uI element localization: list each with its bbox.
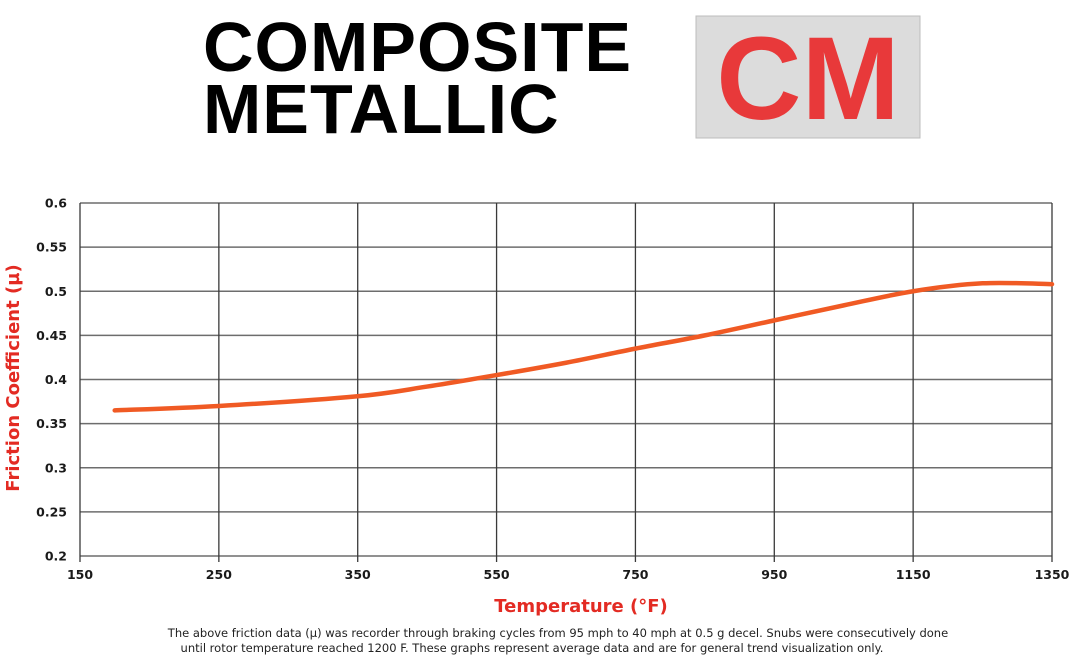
- y-tick-labels: 0.6 0.55 0.5 0.45 0.4 0.35 0.3 0.25 0.2: [36, 196, 67, 564]
- badge-text: CM: [716, 13, 900, 145]
- y-tick-label: 0.3: [45, 460, 67, 475]
- x-tick-label: 1350: [1035, 567, 1070, 582]
- y-tick-label: 0.45: [36, 328, 67, 343]
- x-tick-label: 750: [622, 567, 648, 582]
- grid: [79, 202, 1053, 562]
- x-tick-label: 1150: [896, 567, 931, 582]
- y-tick-label: 0.6: [45, 196, 67, 211]
- x-tick-label: 550: [484, 567, 510, 582]
- title-line-1: COMPOSITE: [203, 8, 632, 86]
- footnote-line-1: The above friction data (µ) was recorder…: [167, 626, 948, 640]
- title-line-2: METALLIC: [203, 70, 560, 148]
- x-tick-label: 950: [761, 567, 787, 582]
- y-tick-label: 0.35: [36, 416, 67, 431]
- x-tick-label: 250: [206, 567, 232, 582]
- cm-badge: CM: [695, 13, 921, 145]
- y-tick-label: 0.4: [45, 372, 67, 387]
- y-tick-label: 0.25: [36, 504, 67, 519]
- x-tick-label: 150: [67, 567, 93, 582]
- friction-curve: [112, 280, 1055, 413]
- x-tick-label: 350: [345, 567, 371, 582]
- y-tick-label: 0.55: [36, 240, 67, 255]
- y-axis-label: Friction Coefficient (µ): [3, 264, 24, 491]
- footnote-line-2: until rotor temperature reached 1200 F. …: [181, 641, 884, 655]
- badge-background: [695, 15, 921, 139]
- x-tick-labels: 150 250 350 550 750 950 1150 1350: [67, 567, 1070, 582]
- y-tick-label: 0.5: [45, 284, 67, 299]
- y-tick-label: 0.2: [45, 549, 67, 564]
- x-axis-label: Temperature (°F): [494, 596, 668, 617]
- series-layer: [112, 280, 1055, 413]
